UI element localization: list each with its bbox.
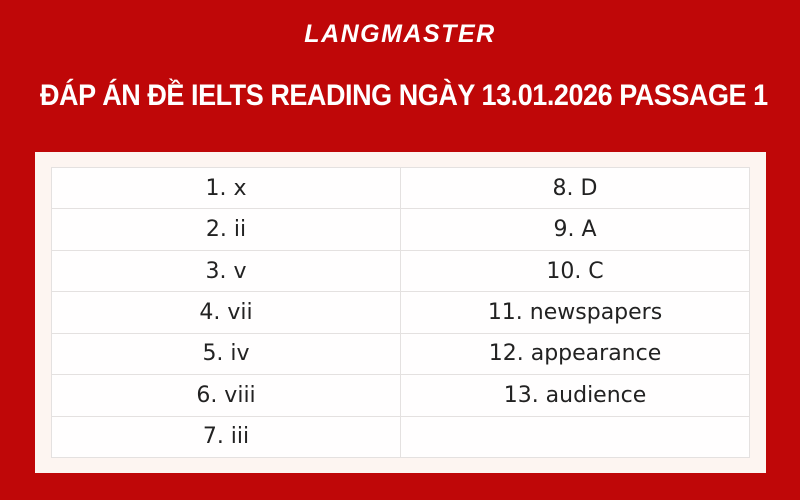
answer-cell: 2. ii	[51, 208, 401, 251]
answer-cell: 5. iv	[51, 332, 401, 376]
answer-cell: 10. C	[400, 249, 750, 293]
answer-cell: 7. iii	[51, 415, 401, 459]
table-row: 7. iii	[51, 415, 750, 459]
answer-cell: 3. v	[51, 249, 401, 293]
answer-cell: 8. D	[400, 166, 750, 210]
answer-cell: 12. appearance	[400, 332, 750, 376]
answer-cell: 6. viii	[51, 374, 401, 417]
answer-cell: 1. x	[51, 166, 401, 210]
answer-cell: 4. vii	[51, 291, 401, 334]
answer-cell: 11. newspapers	[400, 291, 750, 334]
table-row: 6. viii 13. audience	[51, 374, 750, 417]
table-row: 4. vii 11. newspapers	[51, 291, 750, 334]
page-title: ĐÁP ÁN ĐỀ IELTS READING NGÀY 13.01.2026 …	[40, 79, 768, 112]
table-row: 2. ii 9. A	[51, 208, 750, 251]
table-row: 5. iv 12. appearance	[51, 332, 750, 376]
answers-table: 1. x 8. D 2. ii 9. A 3. v 10. C 4. vii 1…	[51, 166, 750, 459]
answer-cell: 9. A	[400, 208, 750, 251]
answer-cell	[400, 415, 750, 459]
answer-cell: 13. audience	[400, 374, 750, 417]
table-row: 3. v 10. C	[51, 249, 750, 293]
table-row: 1. x 8. D	[51, 166, 750, 210]
brand-logo: LANGMASTER	[304, 20, 496, 48]
answer-card: 1. x 8. D 2. ii 9. A 3. v 10. C 4. vii 1…	[35, 152, 766, 473]
